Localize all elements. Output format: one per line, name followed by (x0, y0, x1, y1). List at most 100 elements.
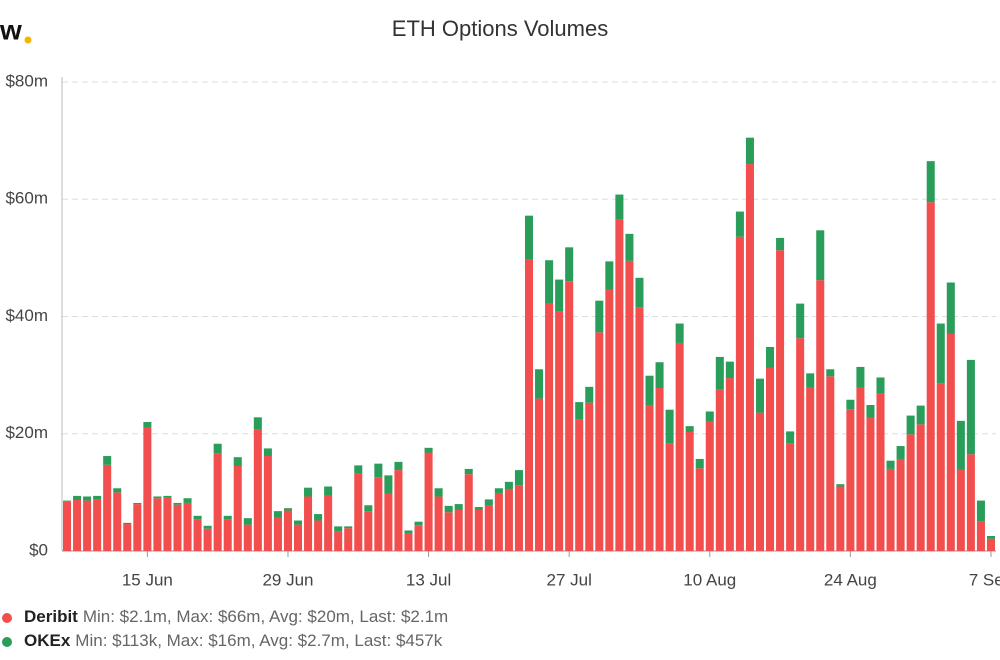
bar-segment (324, 495, 333, 551)
bar-segment (635, 307, 644, 551)
logo-dot (24, 36, 32, 44)
bar-segment (113, 488, 122, 493)
bar-segment (896, 458, 905, 551)
bar-segment (796, 338, 805, 551)
logo: w (0, 14, 22, 45)
bar-segment (203, 528, 212, 551)
bar-segment (404, 530, 413, 534)
bar-segment (243, 518, 252, 525)
bar-segment (364, 505, 373, 512)
bar-segment (444, 505, 453, 513)
bar-segment (63, 501, 72, 551)
bar-segment (725, 361, 734, 379)
bar-segment (605, 261, 614, 290)
bar-segment (183, 498, 192, 503)
bar-segment (866, 417, 875, 551)
bar-segment (263, 456, 272, 551)
bar-segment (735, 236, 744, 551)
bar-segment (796, 303, 805, 339)
bar-segment (133, 504, 142, 551)
bar-segment (876, 393, 885, 551)
bar-segment (535, 369, 544, 399)
bar-segment (705, 421, 714, 551)
bar-segment (665, 409, 674, 444)
bar-segment (725, 378, 734, 551)
bar-segment (786, 431, 795, 444)
bar-segment (906, 434, 915, 551)
bar-segment (414, 521, 423, 526)
bar-segment (535, 398, 544, 551)
bar-segment (273, 511, 282, 517)
bar-segment (986, 536, 995, 539)
bar-segment (545, 303, 554, 551)
bar-segment (926, 161, 935, 203)
bar-segment (484, 505, 493, 551)
bar-segment (454, 504, 463, 510)
bar-segment (464, 474, 473, 551)
bar-segment (273, 516, 282, 551)
bar-segment (83, 496, 92, 501)
bar-segment (193, 515, 202, 520)
bar-segment (133, 502, 142, 505)
bar-segment (143, 422, 152, 428)
bar-segment (213, 443, 222, 454)
bar-segment (314, 520, 323, 551)
bar-segment (755, 412, 765, 551)
bar-segment (836, 484, 845, 487)
bar-segment (374, 463, 383, 478)
bar-segment (806, 373, 815, 388)
bar-segment (806, 387, 815, 551)
bar-segment (464, 468, 473, 475)
bar-segment (956, 420, 965, 470)
bar-segment (585, 402, 594, 551)
bar-segment (846, 409, 855, 551)
bar-segment (233, 465, 242, 551)
bar-segment (836, 486, 845, 551)
bar-segment (635, 277, 644, 308)
bar-segment (243, 524, 252, 551)
bar-segment (83, 500, 92, 551)
bar-segment (976, 521, 985, 551)
bar-segment (866, 405, 875, 418)
bar-segment (715, 389, 724, 551)
bar-segment (404, 533, 413, 551)
bar-segment (113, 492, 122, 551)
bar-segment (223, 515, 232, 520)
bar-segment (575, 419, 584, 551)
bar-segment (524, 259, 534, 551)
bar-segment (494, 488, 503, 493)
x-tick-label: 29 Jun (262, 570, 313, 589)
x-tick-label: 15 Jun (122, 570, 173, 589)
bar-segment (886, 460, 895, 469)
bar-segment (936, 383, 945, 551)
bar-segment (384, 493, 393, 551)
bar-segment (324, 486, 333, 496)
bar-segment (846, 399, 855, 410)
bar-segment (283, 510, 292, 551)
bar-segment (163, 497, 172, 551)
bar-segment (444, 512, 453, 551)
bar-segment (454, 509, 463, 551)
bar-segment (283, 508, 292, 511)
bar-segment (203, 525, 212, 529)
bar-segment (504, 481, 513, 490)
bar-segment (816, 280, 825, 551)
bar-segment (514, 470, 523, 486)
bar-segment (474, 507, 483, 510)
x-tick-label: 27 Jul (546, 570, 591, 589)
y-tick-label: $80m (5, 71, 48, 90)
bar-segment (966, 454, 975, 551)
bar-segment (233, 457, 242, 466)
bar-segment (926, 202, 935, 551)
x-tick-label: 7 Sep (969, 570, 1000, 589)
bar-segment (364, 511, 373, 551)
bar-segment (123, 524, 132, 551)
y-tick-label: $20m (5, 423, 48, 442)
bar-segment (685, 426, 694, 432)
y-tick-label: $60m (5, 189, 48, 208)
bar-segment (946, 282, 955, 334)
bar-segment (695, 468, 704, 551)
bar-segment (494, 492, 503, 551)
bar-segment (595, 300, 604, 333)
